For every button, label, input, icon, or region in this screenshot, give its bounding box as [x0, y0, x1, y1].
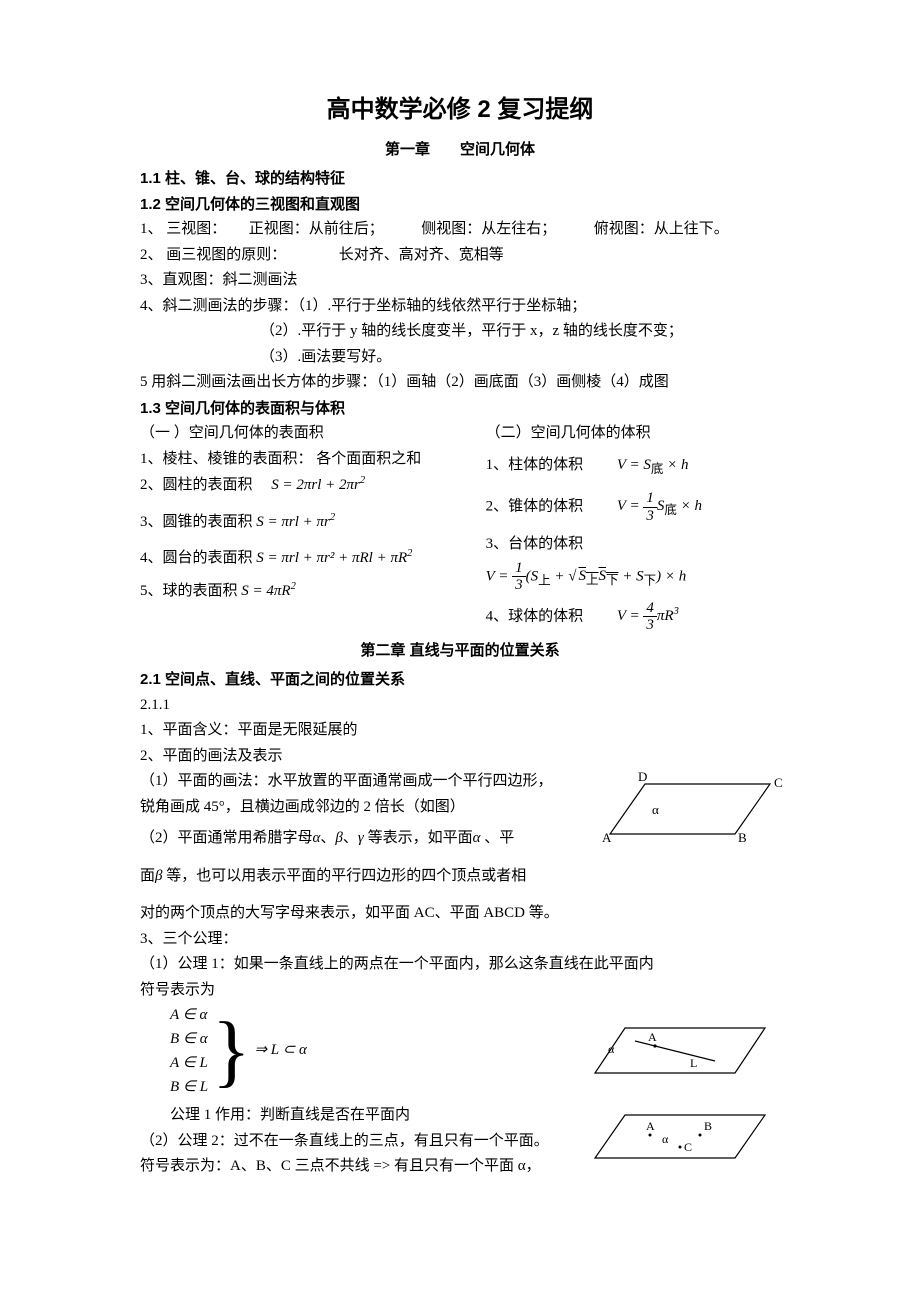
line-1-2-1: 1、 三视图： 正视图：从前往后； 侧视图：从左往右； 俯视图：从上往下。: [140, 217, 780, 243]
section-2-1: 2.1 空间点、直线、平面之间的位置关系: [140, 667, 780, 693]
fig1-A: A: [602, 830, 612, 845]
fig3-alpha: α: [662, 1132, 669, 1146]
fig1-D: D: [638, 769, 647, 784]
line-211h: （1）公理 1：如果一条直线上的两点在一个平面内，那么这条直线在此平面内: [140, 952, 780, 978]
line-211c: （1）平面的画法：水平放置的平面通常画成一个平行四边形，锐角画成 45°，且横边…: [140, 769, 560, 820]
fig3-C: C: [684, 1140, 692, 1154]
axiom-1-block: A ∈ α B ∈ α A ∈ L B ∈ L } ⇒ L ⊂ α A L α: [140, 1003, 780, 1099]
surface-5-formula: S = 4πR2: [241, 583, 296, 599]
chapter-1-heading: 第一章 空间几何体: [140, 137, 780, 163]
parallelogram-figure: A B C D α: [590, 769, 790, 849]
volume-2: 2、锥体的体积 V = 13S底 × h: [486, 490, 780, 524]
axiom-2-block: 公理 1 作用：判断直线是否在平面内 （2）公理 2：过不在一条直线上的三点，有…: [140, 1103, 780, 1180]
axiom-1-figure: A L α: [580, 1013, 780, 1088]
section-1-3: 1.3 空间几何体的表面积与体积: [140, 396, 780, 422]
brace-line-4: B ∈ L: [170, 1075, 208, 1099]
brace-implication: ⇒ L ⊂ α: [254, 1038, 306, 1064]
volume-4-formula: V = 43πR3: [617, 608, 679, 624]
line-1-2-2: 2、 画三视图的原则： 长对齐、高对齐、宽相等: [140, 243, 780, 269]
section-1-3-columns: （一 ）空间几何体的表面积 1、棱柱、棱锥的表面积： 各个面面积之和 2、圆柱的…: [140, 421, 780, 633]
fig1-C: C: [774, 775, 783, 790]
fig1-B: B: [738, 830, 747, 845]
line-1-2-5: 5 用斜二测画法画出长方体的步骤：（1）画轴（2）画底面（3）画侧棱（4）成图: [140, 370, 780, 396]
brace-line-3: A ∈ L: [170, 1051, 208, 1075]
plane-drawing-block: （1）平面的画法：水平放置的平面通常画成一个平行四边形，锐角画成 45°，且横边…: [140, 769, 780, 820]
volume-2-label: 2、锥体的体积: [486, 498, 584, 514]
surface-3-formula: S = πrl + πr2: [256, 514, 335, 530]
line-211b: 2、平面的画法及表示: [140, 744, 780, 770]
line-211i: 符号表示为: [140, 978, 780, 1004]
line-1-2-4c: （3）.画法要写好。: [140, 345, 780, 371]
volume-1-formula: V = S底 × h: [617, 457, 689, 473]
surface-2: 2、圆柱的表面积 S = 2πrl + 2πr2: [140, 472, 486, 499]
chapter-2-heading: 第二章 直线与平面的位置关系: [140, 638, 780, 664]
surface-4-formula: S = πrl + πr² + πRl + πR2: [256, 550, 412, 566]
fig3-B: B: [704, 1119, 712, 1133]
surface-4: 4、圆台的表面积 S = πrl + πr² + πRl + πR2: [140, 545, 486, 572]
line-211f: 对的两个顶点的大写字母来表示，如平面 AC、平面 ABCD 等。: [140, 901, 780, 927]
section-2-1-1: 2.1.1: [140, 693, 780, 719]
surface-1: 1、棱柱、棱锥的表面积： 各个面面积之和: [140, 447, 486, 473]
surface-3-label: 3、圆锥的表面积: [140, 514, 253, 530]
fig2-alpha: α: [608, 1042, 615, 1056]
brace-line-2: B ∈ α: [170, 1027, 208, 1051]
line-211g: 3、三个公理：: [140, 927, 780, 953]
volume-4-label: 4、球体的体积: [486, 608, 584, 624]
col-right-heading: （二）空间几何体的体积: [486, 421, 780, 447]
volume-1: 1、柱体的体积 V = S底 × h: [486, 453, 780, 480]
surface-5: 5、球的表面积 S = 4πR2: [140, 578, 486, 605]
fig2-L: L: [690, 1056, 697, 1070]
surface-4-label: 4、圆台的表面积: [140, 550, 253, 566]
line-211k: （2）公理 2：过不在一条直线上的三点，有且只有一个平面。: [140, 1129, 570, 1155]
line-1-2-4b: （2）.平行于 y 轴的线长度变半，平行于 x，z 轴的线长度不变；: [140, 319, 780, 345]
fig3-A: A: [646, 1119, 655, 1133]
volume-3-label-line: 3、台体的体积: [486, 532, 780, 558]
surface-3: 3、圆锥的表面积 S = πrl + πr2: [140, 509, 486, 536]
volume-1-label: 1、柱体的体积: [486, 457, 584, 473]
fig2-A: A: [648, 1030, 657, 1044]
big-brace-icon: }: [212, 1011, 250, 1091]
line-1-2-4: 4、斜二测画法的步骤：（1）.平行于坐标轴的线依然平行于坐标轴；: [140, 294, 780, 320]
surface-2-label: 2、圆柱的表面积: [140, 477, 253, 493]
surface-2-formula: S = 2πrl + 2πr2: [271, 477, 365, 493]
volume-3-formula: V = 13(S上 + √S上S下 + S下) × h: [486, 560, 780, 594]
section-1-2: 1.2 空间几何体的三视图和直观图: [140, 192, 780, 218]
fig1-alpha: α: [652, 802, 659, 817]
section-1-1: 1.1 柱、锥、台、球的结构特征: [140, 166, 780, 192]
surface-5-label: 5、球的表面积: [140, 583, 238, 599]
brace-line-1: A ∈ α: [170, 1003, 208, 1027]
line-211l: 符号表示为：A、B、C 三点不共线 => 有且只有一个平面 α，: [140, 1154, 570, 1180]
axiom-2-figure: A B C α: [580, 1103, 780, 1173]
volume-4: 4、球体的体积 V = 43πR3: [486, 600, 780, 634]
line-211d: （2）平面通常用希腊字母α、β、γ 等表示，如平面α 、平: [140, 826, 570, 852]
line-1-2-3: 3、直观图：斜二测画法: [140, 268, 780, 294]
col-left-heading: （一 ）空间几何体的表面积: [140, 421, 486, 447]
line-211j: 公理 1 作用：判断直线是否在平面内: [140, 1103, 570, 1129]
volume-2-formula: V = 13S底 × h: [617, 498, 702, 514]
line-211e: 面β 等，也可以用表示平面的平行四边形的四个顶点或者相: [140, 864, 570, 890]
line-211a: 1、平面含义：平面是无限延展的: [140, 718, 780, 744]
page-title: 高中数学必修 2 复习提纲: [140, 90, 780, 131]
